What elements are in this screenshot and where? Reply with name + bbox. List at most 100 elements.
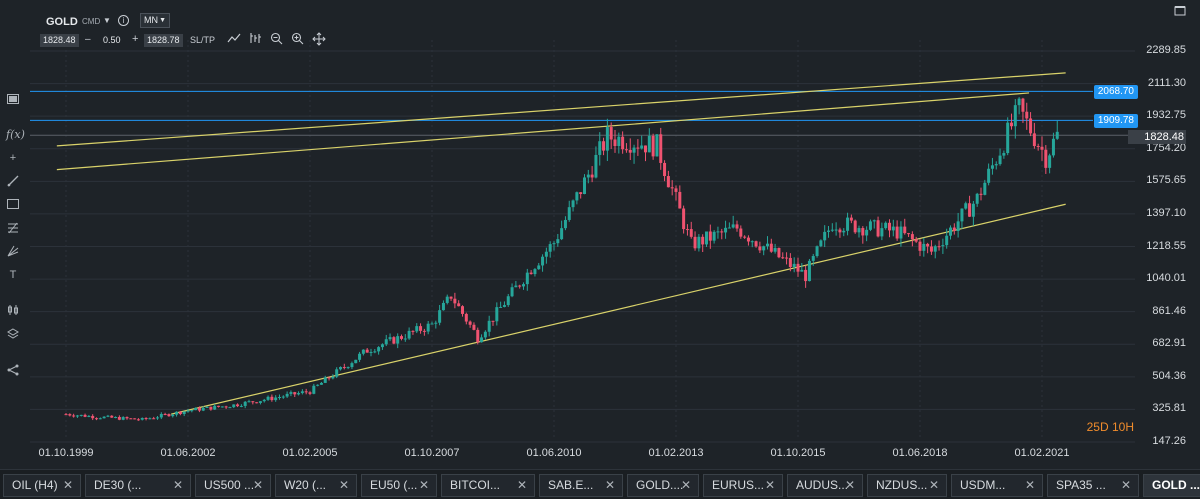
close-icon[interactable]: ✕ bbox=[418, 478, 429, 492]
chart-tab[interactable]: BITCOI... ✕ bbox=[441, 474, 535, 497]
chart-tab[interactable]: OIL (H4) ✕ bbox=[3, 474, 81, 497]
candle-body bbox=[304, 391, 308, 393]
candle-body bbox=[300, 391, 304, 394]
candle-body bbox=[830, 229, 834, 231]
multi-chart-icon[interactable] bbox=[6, 304, 20, 318]
close-icon[interactable]: ✕ bbox=[1024, 478, 1035, 492]
candle-body bbox=[583, 177, 586, 195]
chart-tab[interactable]: SAB.E... ✕ bbox=[539, 474, 623, 497]
close-icon[interactable]: ✕ bbox=[62, 478, 73, 492]
layers-icon[interactable] bbox=[6, 328, 20, 342]
symbol-name[interactable]: GOLD bbox=[46, 16, 78, 28]
candle-body bbox=[1029, 118, 1033, 134]
close-icon[interactable]: ✕ bbox=[338, 478, 349, 492]
bid-price[interactable]: 1828.48 bbox=[40, 34, 79, 47]
volume-increase-button[interactable]: + bbox=[132, 33, 139, 45]
candle-body bbox=[281, 396, 285, 398]
chart-tab[interactable]: USDM... ✕ bbox=[951, 474, 1043, 497]
candle-body bbox=[148, 418, 152, 420]
candle-body bbox=[712, 231, 716, 241]
candle-body bbox=[880, 228, 884, 237]
y-tick-label: 1040.01 bbox=[1146, 272, 1186, 285]
zoom-in-icon[interactable] bbox=[289, 32, 305, 46]
candle-countdown: 25D 10H bbox=[1086, 420, 1134, 434]
candle-body bbox=[75, 415, 79, 417]
text-tool-icon[interactable]: T bbox=[9, 269, 17, 281]
horizontal-line-label[interactable]: 2068.70 bbox=[1093, 85, 1138, 99]
function-icon[interactable]: f(x) bbox=[6, 128, 25, 141]
chart-tab[interactable]: DE30 (... ✕ bbox=[85, 474, 191, 497]
candle-body bbox=[346, 367, 350, 369]
candle-body bbox=[762, 246, 766, 251]
chart-tab[interactable]: GOLD ... bbox=[1143, 474, 1200, 497]
candle-body bbox=[380, 344, 384, 348]
fibonacci-tool-icon[interactable] bbox=[6, 222, 20, 236]
close-icon[interactable]: ✕ bbox=[764, 478, 775, 492]
chart-tab-label: DE30 (... bbox=[94, 478, 142, 492]
close-icon[interactable]: ✕ bbox=[844, 478, 855, 492]
chart-tab[interactable]: US500 ... ✕ bbox=[195, 474, 271, 497]
close-icon[interactable]: ✕ bbox=[928, 478, 939, 492]
y-tick-label: 504.36 bbox=[1152, 369, 1186, 382]
sltp-button[interactable]: SL/TP bbox=[190, 35, 216, 45]
lower-trendline bbox=[171, 203, 1066, 415]
chart-tab[interactable]: W20 (... ✕ bbox=[275, 474, 357, 497]
crosshair-tool-icon[interactable]: + bbox=[9, 152, 17, 164]
close-icon[interactable]: ✕ bbox=[252, 478, 263, 492]
chart-tab-label: SAB.E... bbox=[548, 478, 594, 492]
candle-body bbox=[865, 229, 869, 236]
chart-tab[interactable]: GOLD.... ✕ bbox=[627, 474, 699, 497]
volume-value[interactable]: 0.50 bbox=[103, 35, 121, 45]
candle-body bbox=[415, 326, 419, 332]
candle-body bbox=[297, 393, 301, 395]
candle-body bbox=[693, 236, 697, 249]
candle-body bbox=[682, 208, 686, 230]
indicators-icon[interactable] bbox=[248, 32, 264, 46]
horizontal-line-label[interactable]: 1909.78 bbox=[1093, 114, 1138, 128]
candle-body bbox=[1044, 149, 1048, 168]
candle-body bbox=[312, 385, 316, 394]
close-icon[interactable]: ✕ bbox=[1120, 478, 1131, 492]
candle-body bbox=[167, 414, 171, 417]
chart-type-icon[interactable] bbox=[6, 94, 20, 108]
close-icon[interactable]: ✕ bbox=[680, 478, 691, 492]
share-icon[interactable] bbox=[6, 364, 20, 378]
close-icon[interactable]: ✕ bbox=[604, 478, 615, 492]
close-icon[interactable]: ✕ bbox=[172, 478, 183, 492]
rectangle-tool-icon[interactable] bbox=[6, 199, 20, 213]
candle-body bbox=[449, 296, 453, 299]
chart-tab[interactable]: SPA35 ... ✕ bbox=[1047, 474, 1139, 497]
chart-tab[interactable]: NZDUS... ✕ bbox=[867, 474, 947, 497]
ask-price[interactable]: 1828.78 bbox=[144, 34, 183, 47]
candle-body bbox=[438, 310, 442, 323]
candle-body bbox=[800, 269, 804, 272]
line-chart-icon[interactable] bbox=[226, 32, 242, 46]
timeframe-select[interactable]: MN ▼ bbox=[140, 13, 170, 28]
candle-body bbox=[289, 392, 293, 394]
candle-body bbox=[1032, 133, 1036, 147]
price-chart[interactable] bbox=[0, 0, 1200, 469]
chart-tab[interactable]: AUDUS... ✕ bbox=[787, 474, 863, 497]
zoom-out-icon[interactable] bbox=[268, 32, 284, 46]
chart-tab[interactable]: EU50 (... ✕ bbox=[361, 474, 437, 497]
candle-body bbox=[579, 192, 583, 195]
candle-body bbox=[990, 165, 994, 169]
candle-body bbox=[952, 227, 956, 231]
volume-decrease-button[interactable]: – bbox=[85, 34, 91, 45]
trendline-tool-icon[interactable] bbox=[6, 175, 20, 189]
chart-tab-label: BITCOI... bbox=[450, 478, 501, 492]
candle-body bbox=[556, 239, 560, 244]
pitchfork-tool-icon[interactable] bbox=[6, 245, 20, 259]
symbol-dropdown-icon[interactable]: ▼ bbox=[103, 16, 111, 25]
info-icon[interactable]: i bbox=[118, 15, 129, 26]
candle-body bbox=[708, 231, 712, 241]
crosshair-icon[interactable] bbox=[311, 32, 327, 46]
y-tick-label: 325.81 bbox=[1152, 402, 1186, 415]
detach-window-icon[interactable] bbox=[1174, 4, 1186, 16]
chart-tab-label: GOLD ... bbox=[1152, 478, 1200, 492]
candle-body bbox=[468, 321, 472, 325]
close-icon[interactable]: ✕ bbox=[516, 478, 527, 492]
chart-tab[interactable]: EURUS... ✕ bbox=[703, 474, 783, 497]
candle-body bbox=[868, 221, 872, 230]
chart-tab-label: SPA35 ... bbox=[1056, 478, 1106, 492]
